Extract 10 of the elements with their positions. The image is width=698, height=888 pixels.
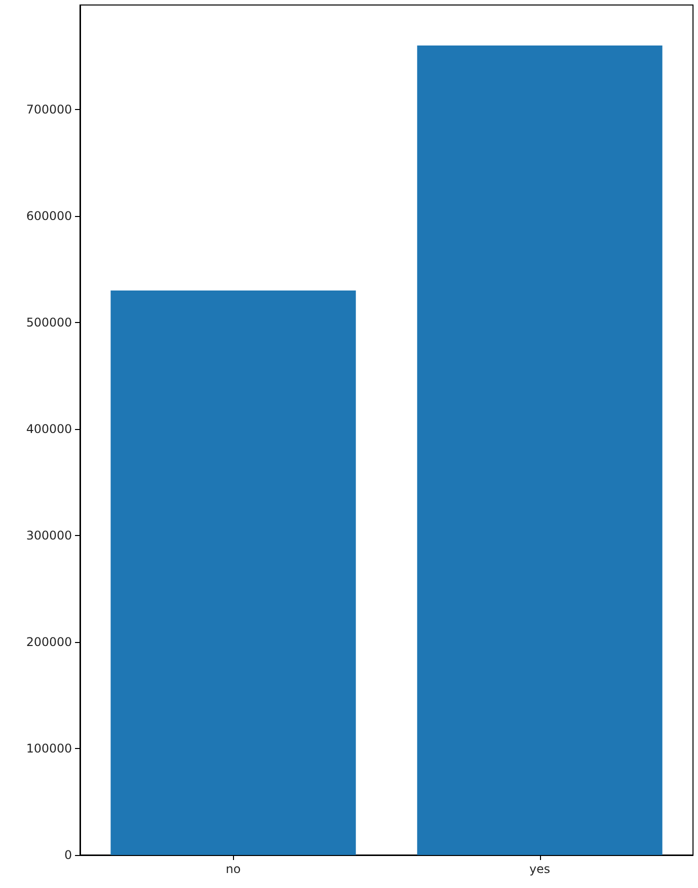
y-tick-label: 300000	[26, 528, 72, 542]
y-tick-label: 0	[64, 848, 72, 862]
y-tick-label: 400000	[26, 422, 72, 436]
y-tick-label: 100000	[26, 741, 72, 756]
y-tick-label: 700000	[26, 102, 72, 116]
y-tick-label: 500000	[26, 315, 72, 330]
x-tick-label: no	[226, 862, 241, 876]
x-tick-label: yes	[529, 862, 550, 876]
y-tick-label: 600000	[26, 208, 72, 223]
y-tick-label: 200000	[26, 634, 72, 649]
